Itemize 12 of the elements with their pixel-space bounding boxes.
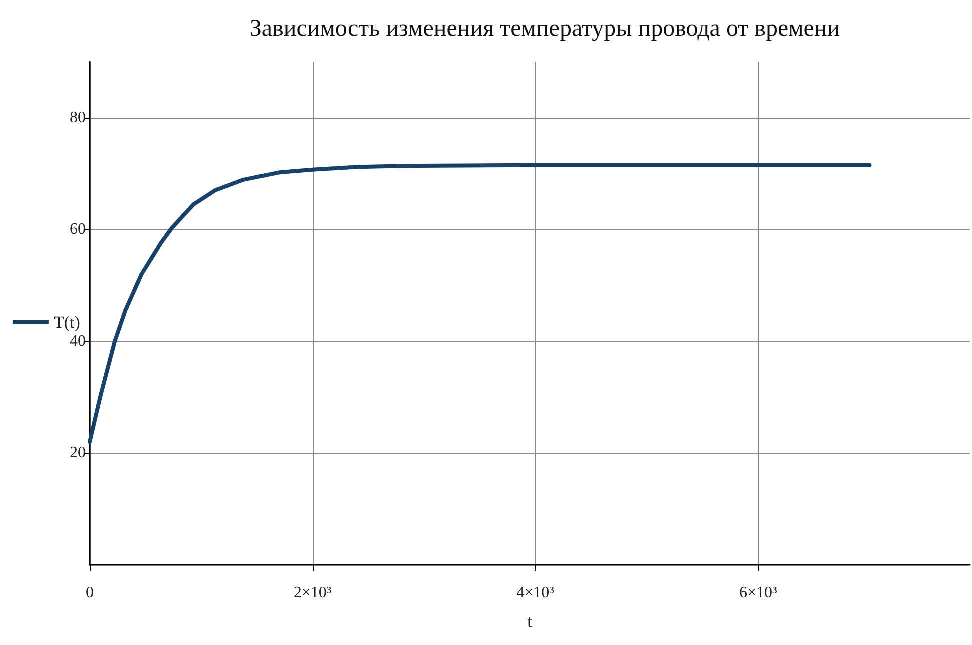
legend-label: T(t) — [54, 313, 80, 332]
chart-title: Зависимость изменения температуры провода от времени — [250, 16, 840, 42]
x-tick-label: 4×10³ — [516, 584, 555, 602]
line-series — [88, 163, 872, 444]
x-axis-title: t — [528, 612, 533, 631]
y-tick-label: 80 — [70, 109, 86, 126]
x-tick-label: 6×10³ — [739, 584, 778, 602]
y-tick-label: 40 — [70, 332, 86, 350]
x-tick-label: 2×10³ — [294, 584, 332, 602]
y-tick-label: 20 — [70, 444, 86, 462]
x-tick-label: 0 — [86, 584, 94, 602]
y-tick-label: 60 — [70, 221, 86, 238]
